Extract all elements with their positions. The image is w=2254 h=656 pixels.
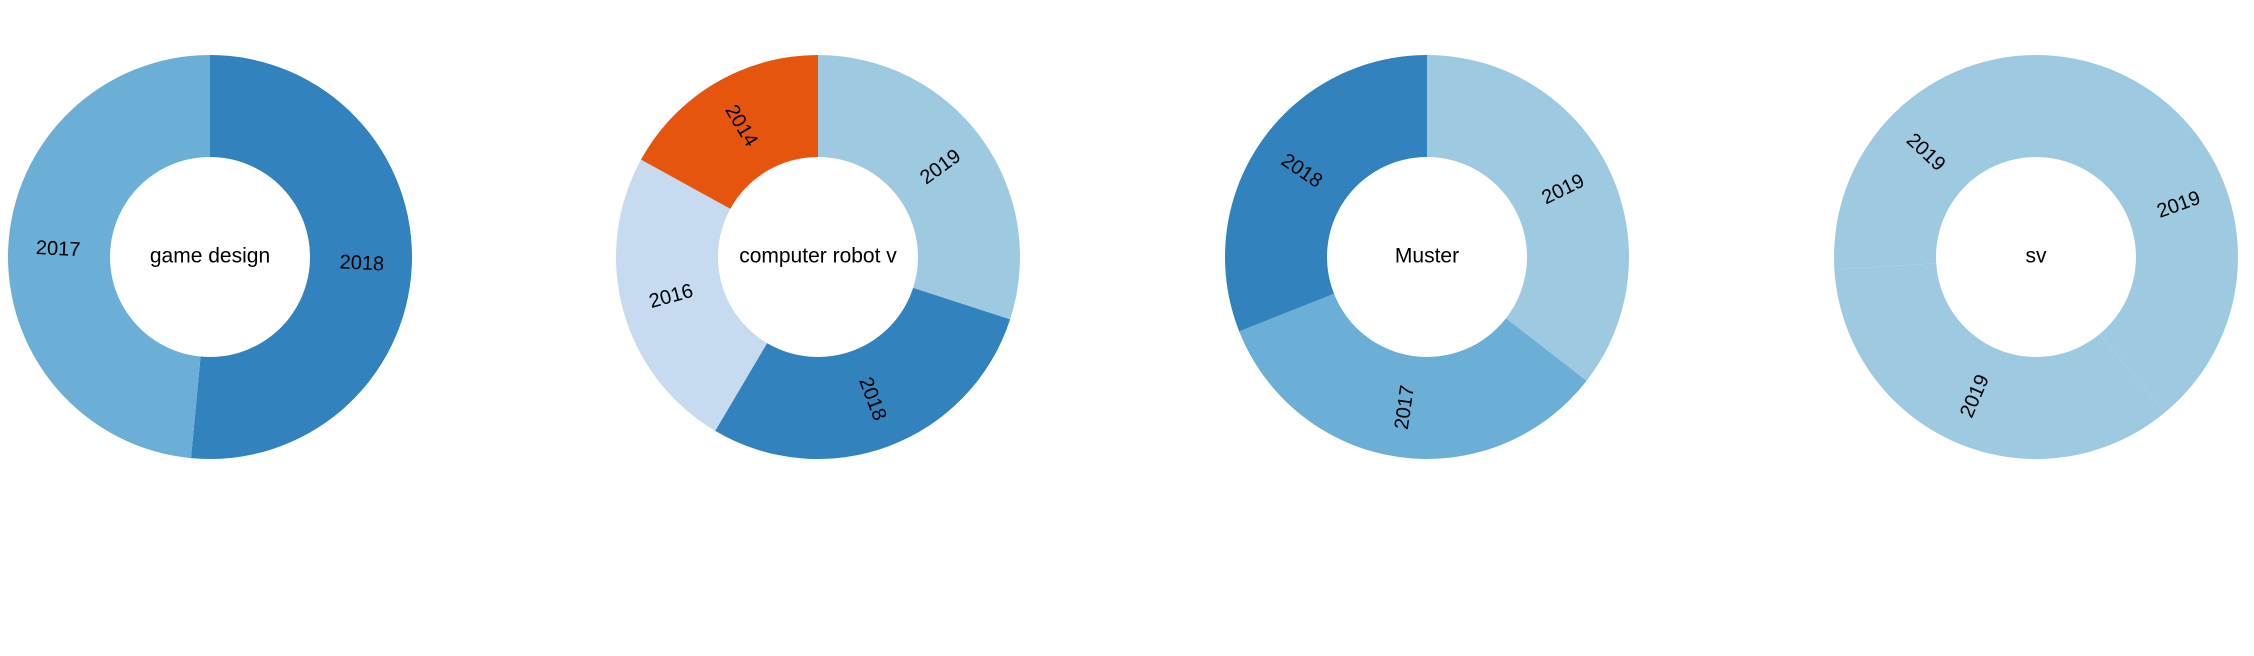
donut-center-label: computer robot v	[739, 245, 897, 268]
donut-slice[interactable]	[8, 55, 211, 459]
donut-center-label: sv	[2026, 245, 2048, 268]
slice-label: 2018	[339, 251, 384, 275]
donut-center-label: Muster	[1395, 245, 1459, 268]
slice-label: 2017	[35, 237, 80, 261]
donut-slice[interactable]	[640, 55, 818, 209]
donut-slice[interactable]	[715, 287, 1011, 460]
donut-center-label: game design	[150, 245, 270, 268]
donut-slice[interactable]	[2036, 55, 2238, 413]
donut-slice[interactable]	[1834, 263, 2165, 460]
donut-chart-1: 2018 2017 game design	[8, 55, 412, 459]
donut-slice[interactable]	[1427, 55, 1629, 381]
donut-slice[interactable]	[818, 55, 1020, 320]
donut-slice[interactable]	[1225, 55, 1427, 332]
donut-slice[interactable]	[1834, 55, 2036, 270]
donut-slice[interactable]	[616, 159, 768, 431]
donut-slice[interactable]	[1239, 293, 1587, 459]
donut-slice[interactable]	[190, 55, 412, 459]
